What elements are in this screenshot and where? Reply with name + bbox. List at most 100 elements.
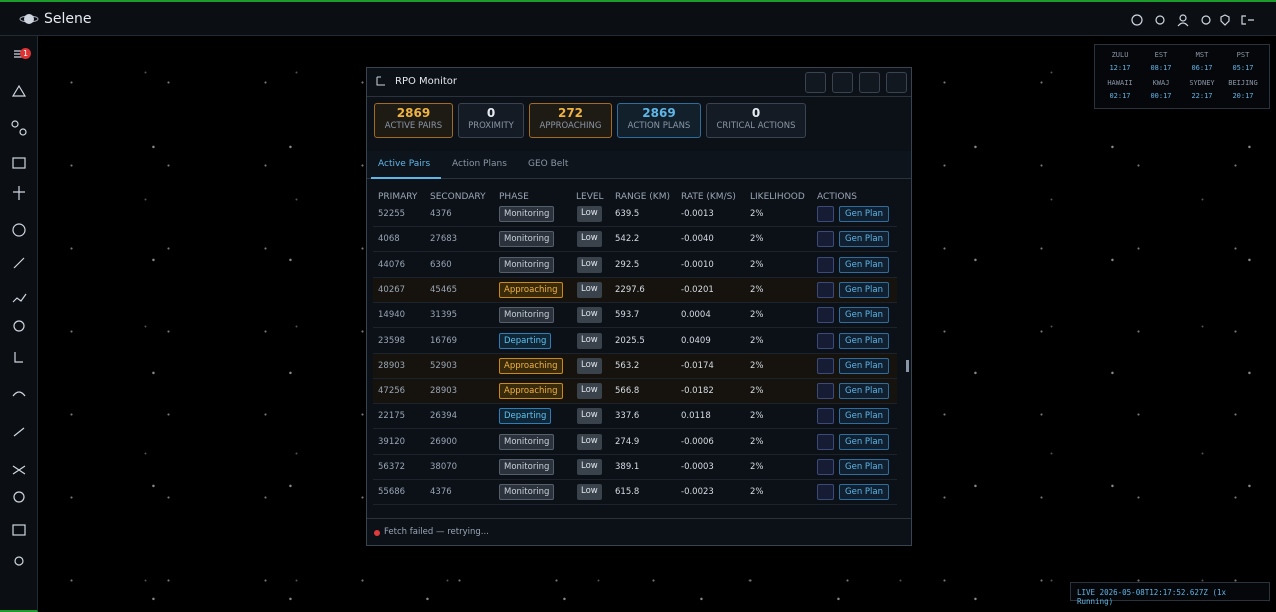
stat-value: 2869	[396, 106, 431, 120]
pair-view-button[interactable]	[817, 231, 834, 248]
clock-time: 05:17	[1232, 64, 1254, 72]
range: 389.1	[615, 462, 640, 472]
level-tag: Low	[577, 383, 602, 400]
close-button[interactable]	[886, 72, 907, 93]
rate: -0.0010	[681, 259, 714, 270]
pair-view-button[interactable]	[817, 256, 834, 273]
level-tag: Low	[577, 281, 602, 298]
column-header: PHASE	[499, 192, 529, 202]
tab[interactable]: Active Pairs	[378, 159, 431, 169]
primary-id: 14940	[378, 310, 406, 321]
column-header: SECONDARY	[430, 192, 486, 202]
toolbar-icons[interactable]	[1130, 13, 1260, 27]
clock: PST 05:17	[1222, 51, 1264, 72]
table-row: 39120 26900 Monitoring Low 274.9 -0.0006 2% Gen…	[373, 430, 897, 455]
secondary-id: 52903	[430, 360, 458, 371]
column-header: ACTIONS	[817, 192, 857, 202]
primary-id: 28903	[378, 360, 406, 371]
gen-plan-button[interactable]: Gen Plan	[839, 357, 889, 374]
pair-view-button[interactable]	[817, 357, 834, 374]
nav-icons[interactable]	[9, 46, 29, 576]
refresh-button[interactable]	[832, 72, 853, 93]
phase-tag: Departing	[499, 332, 552, 349]
tab[interactable]: GEO Belt	[528, 159, 569, 169]
window-header: RPO Monitor	[367, 68, 911, 97]
status-message: Fetch failed — retrying...	[384, 527, 489, 537]
alert-badge: 1	[20, 48, 31, 59]
range: 593.7	[615, 310, 640, 321]
column-header: LIKELIHOOD	[750, 192, 805, 202]
pair-view-button[interactable]	[817, 484, 834, 501]
pair-view-button[interactable]	[817, 383, 834, 400]
clock-time: 12:17	[1109, 64, 1131, 72]
pair-view-button[interactable]	[817, 408, 834, 425]
likelihood: 2%	[750, 411, 764, 422]
clock-zone: PST	[1236, 51, 1250, 59]
gen-plan-button[interactable]: Gen Plan	[839, 383, 889, 400]
table-row: 28903 52903 Approaching Low 563.2 -0.0174 2% Ge…	[373, 353, 897, 379]
likelihood: 2%	[750, 284, 764, 295]
secondary-id: 6360	[430, 259, 452, 270]
gen-plan-button[interactable]: Gen Plan	[839, 231, 889, 248]
rate: -0.0003	[681, 462, 714, 472]
likelihood: 2%	[750, 259, 764, 270]
settings-button[interactable]	[805, 72, 826, 93]
likelihood: 2%	[750, 234, 764, 245]
secondary-id: 27683	[430, 234, 458, 245]
clock-time: 08:17	[1150, 64, 1172, 72]
table-row: 56372 38070 Monitoring Low 389.1 -0.0003 2% Gen…	[373, 455, 897, 480]
gen-plan-button[interactable]: Gen Plan	[839, 433, 889, 450]
likelihood: 2%	[750, 487, 764, 498]
stat-value: 0	[486, 106, 496, 120]
gen-plan-button[interactable]: Gen Plan	[839, 281, 889, 298]
window-footer: Fetch failed — retrying...	[367, 518, 911, 545]
pair-view-button[interactable]	[817, 433, 834, 450]
secondary-id: 26394	[430, 411, 458, 422]
clock-time: 00:17	[1150, 92, 1172, 100]
clock: KWAJ 00:17	[1140, 79, 1182, 100]
phase-tag: Approaching	[499, 357, 563, 374]
phase-tag: Monitoring	[499, 433, 555, 450]
gen-plan-button[interactable]: Gen Plan	[839, 484, 889, 501]
primary-id: 52255	[378, 209, 406, 219]
stat-label: ACTION PLANS	[627, 121, 691, 131]
secondary-id: 31395	[430, 310, 458, 321]
gen-plan-button[interactable]: Gen Plan	[839, 206, 889, 222]
pair-view-button[interactable]	[817, 307, 834, 324]
clock-time: 22:17	[1191, 92, 1213, 100]
window-icon	[376, 76, 385, 86]
primary-id: 39120	[378, 436, 406, 447]
table-row: 47256 28903 Approaching Low 566.8 -0.0182 2% Ge…	[373, 379, 897, 405]
rate: -0.0013	[681, 209, 714, 219]
rate: -0.0040	[681, 234, 714, 245]
pair-view-button[interactable]	[817, 332, 834, 349]
minimize-button[interactable]	[859, 72, 880, 93]
level-tag: Low	[577, 433, 602, 450]
app-title: Selene	[44, 11, 92, 27]
gen-plan-button[interactable]: Gen Plan	[839, 408, 889, 425]
gen-plan-button[interactable]: Gen Plan	[839, 459, 889, 475]
rpo-monitor-window: RPO Monitor Active Pairs Action Plans GEO …	[366, 67, 912, 546]
clock-time: 02:17	[1109, 92, 1131, 100]
gen-plan-button[interactable]: Gen Plan	[839, 256, 889, 273]
gen-plan-button[interactable]: Gen Plan	[839, 307, 889, 324]
rate: -0.0201	[681, 284, 714, 295]
column-header: RANGE (KM)	[615, 192, 670, 202]
pair-view-button[interactable]	[817, 206, 834, 222]
pair-view-button[interactable]	[817, 281, 834, 298]
tab[interactable]: Action Plans	[452, 159, 507, 169]
table-row: 22175 26394 Departing Low 337.6 0.0118 2% Gen P…	[373, 404, 897, 430]
pair-view-button[interactable]	[817, 459, 834, 475]
clock-zone: EST	[1154, 51, 1168, 59]
gen-plan-button[interactable]: Gen Plan	[839, 332, 889, 349]
range: 274.9	[615, 436, 640, 447]
phase-tag: Monitoring	[499, 484, 555, 501]
stat-label: PROXIMITY	[468, 121, 514, 131]
range: 615.8	[615, 487, 640, 498]
stat-card: 2869 ACTION PLANS	[617, 103, 701, 138]
clock-zone: MST	[1195, 51, 1209, 59]
stat-card: 2869 ACTIVE PAIRS	[374, 103, 453, 138]
level-tag: Low	[577, 256, 602, 273]
phase-tag: Monitoring	[499, 307, 555, 324]
